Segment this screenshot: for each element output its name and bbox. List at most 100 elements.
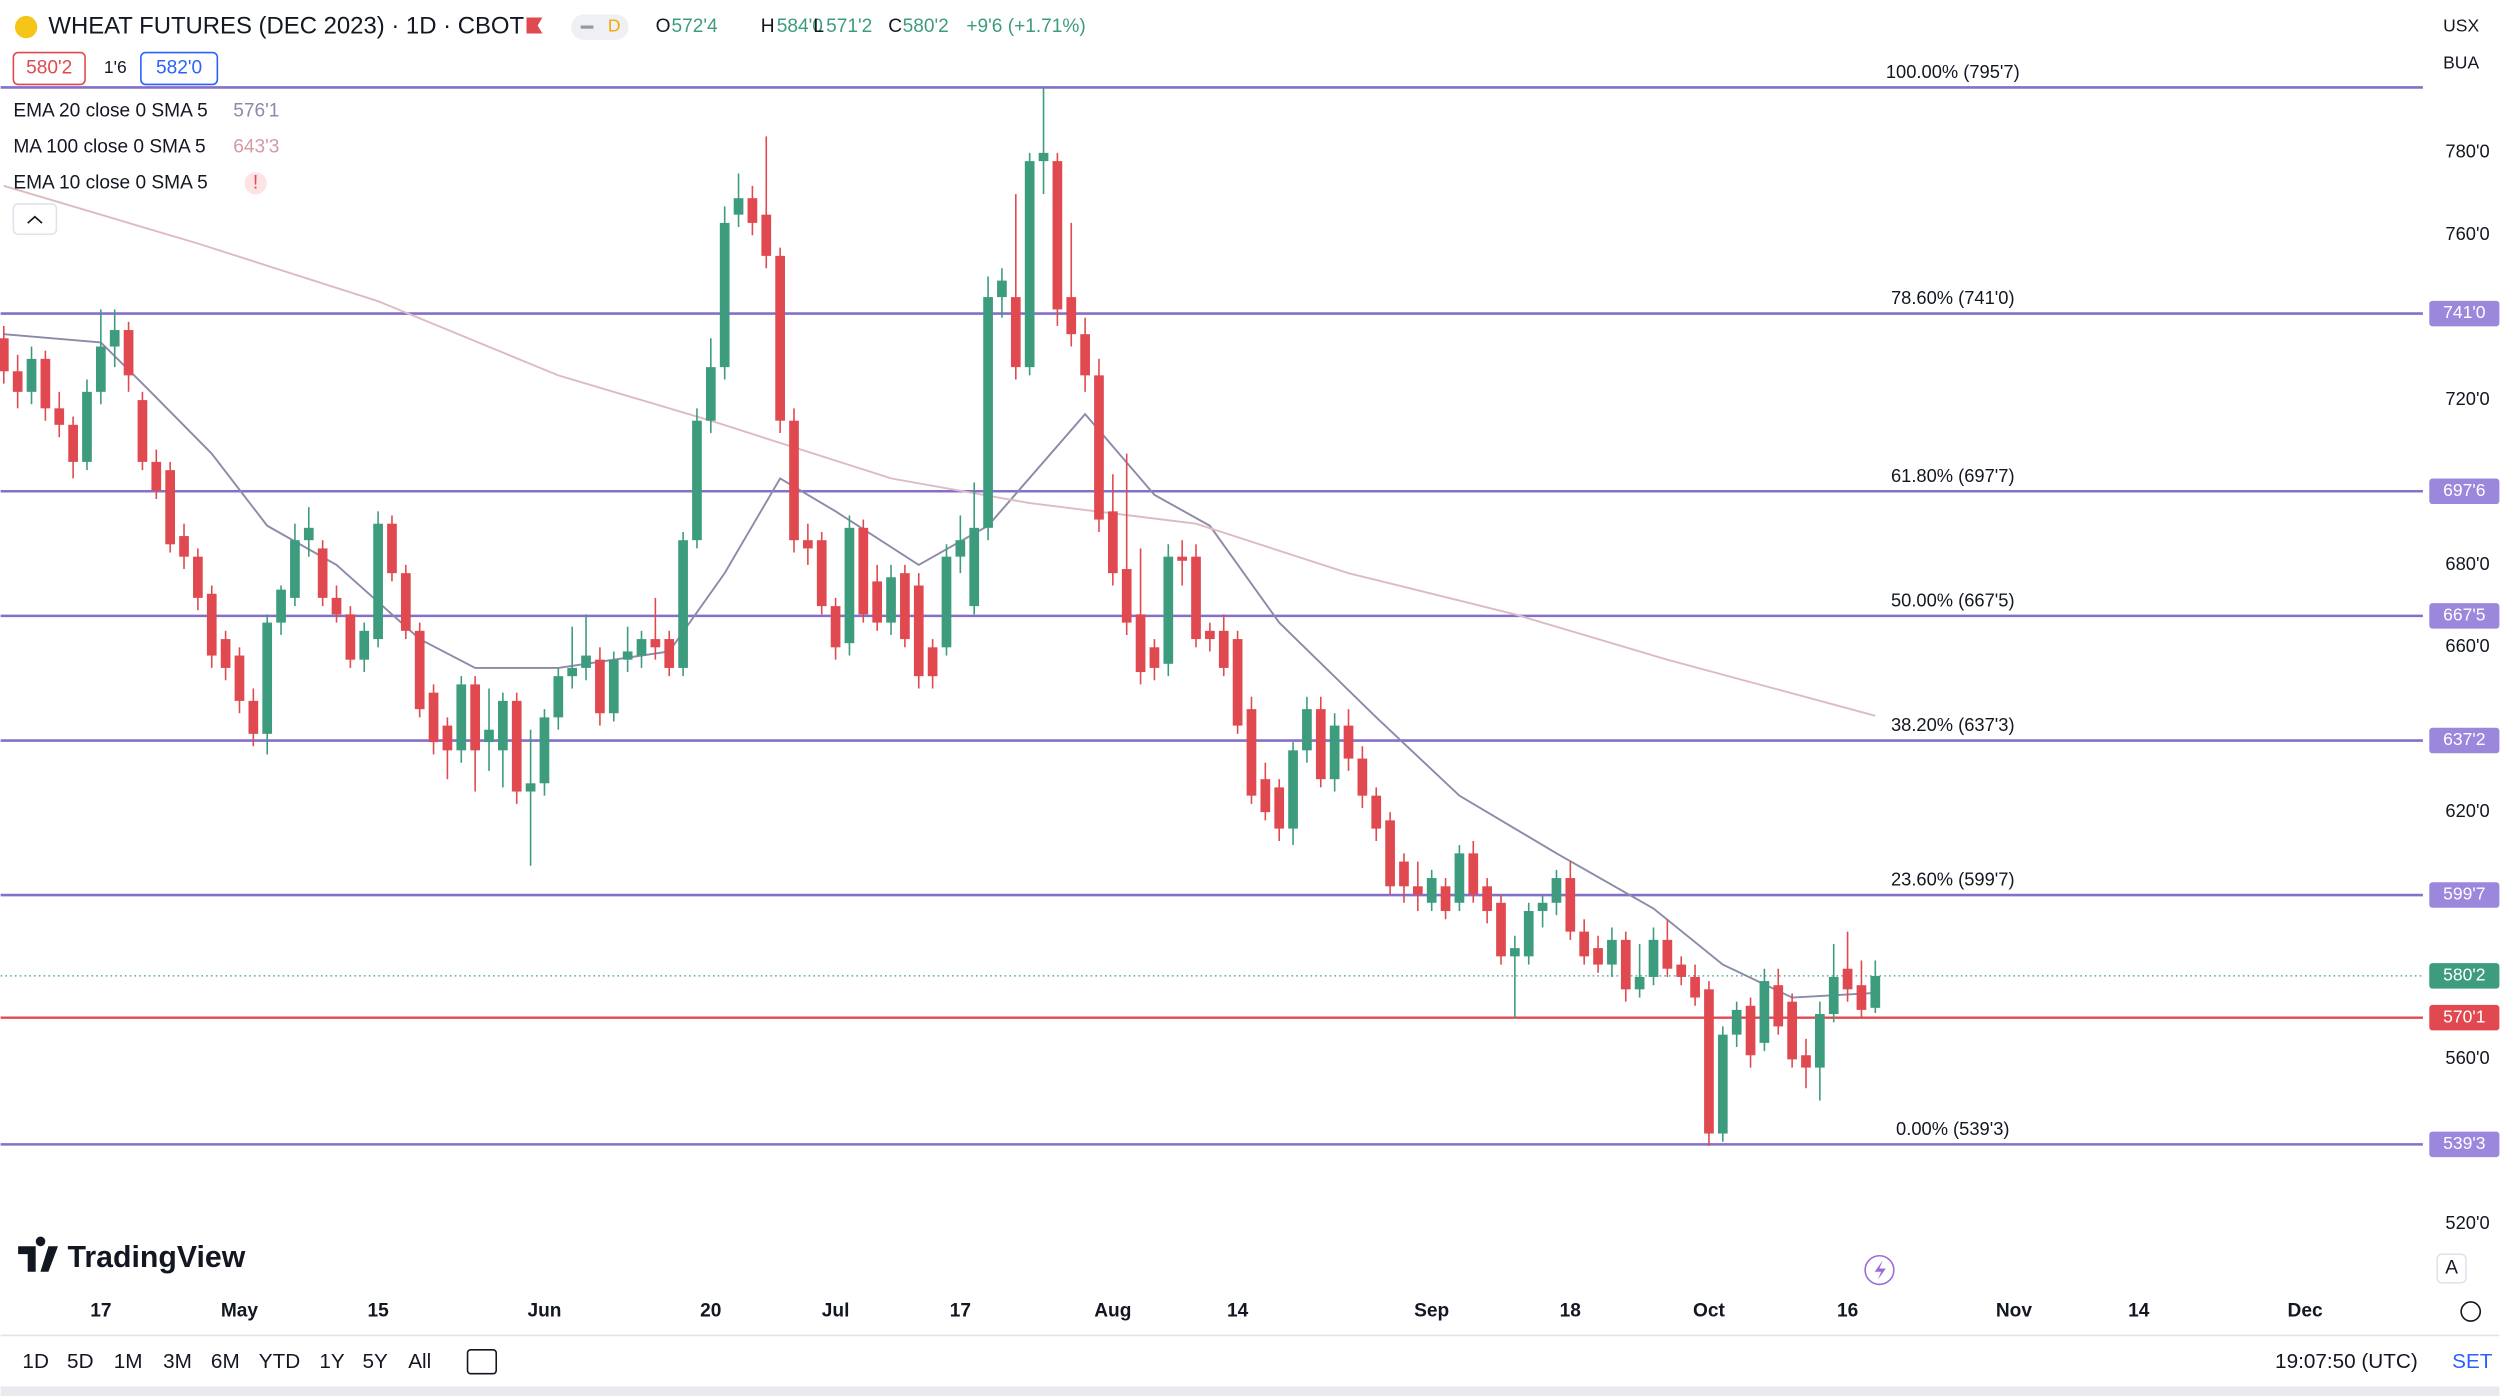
ohlc-key: L [813, 16, 824, 37]
ask: 582'0 [156, 58, 202, 79]
range-button[interactable]: 1M [114, 1350, 143, 1373]
candle-body [525, 783, 536, 792]
flag-icon[interactable] [526, 17, 543, 34]
candle-body [997, 280, 1007, 298]
price-label-box [2429, 963, 2500, 989]
x-tick-label: Jul [822, 1301, 850, 1322]
candle-body [913, 585, 924, 677]
candle-body [220, 639, 231, 668]
indicator-name: EMA 20 close 0 SMA 5 [13, 101, 207, 122]
currency: USX [2443, 16, 2479, 36]
symbol-title: WHEAT FUTURES (DEC 2023) · 1D · CBOT [48, 12, 524, 39]
candle-body [1815, 1014, 1825, 1068]
x-tick-label: Oct [1693, 1301, 1725, 1322]
candle-body [1593, 948, 1603, 965]
candle-body [872, 581, 883, 623]
candle-body [1828, 976, 1839, 1015]
candle-body [1607, 939, 1617, 965]
bid: 580'2 [26, 58, 72, 79]
candle-body [123, 330, 134, 376]
candle-body [12, 371, 23, 392]
settings-icon[interactable] [2460, 1301, 2482, 1322]
axis-label: 741'0 [2443, 302, 2486, 322]
candle-body [262, 622, 273, 734]
candle-body [1385, 820, 1395, 887]
interval-pill[interactable] [571, 14, 629, 40]
candle-body [1537, 902, 1548, 912]
x-tick-label: Nov [1996, 1301, 2032, 1322]
candle-body [193, 556, 203, 598]
candle-body [276, 589, 286, 623]
range-button[interactable]: 5Y [362, 1350, 388, 1373]
candle-body [1510, 948, 1520, 957]
candle-body [109, 330, 120, 347]
y-tick-label: 680'0 [2445, 553, 2489, 574]
y-tick-label: 780'0 [2445, 141, 2489, 162]
candle-body [1357, 758, 1368, 796]
candle-body [1454, 853, 1465, 903]
collapse-button[interactable] [12, 203, 58, 236]
candle-body [1371, 795, 1382, 829]
price-label: 580'2 [2443, 965, 2485, 985]
candle-body [1329, 725, 1340, 780]
candle-body [1205, 630, 1215, 640]
currency-box[interactable] [2432, 11, 2500, 44]
candle-body [1232, 639, 1243, 726]
candle-body [1468, 853, 1479, 895]
axis-label-box [2429, 478, 2500, 505]
calendar-icon[interactable] [466, 1348, 498, 1375]
candle-body [747, 198, 758, 223]
candle-body [1024, 161, 1035, 368]
bid-box[interactable] [12, 51, 86, 86]
range-button[interactable]: 5D [67, 1350, 93, 1373]
axis-label-box [2429, 300, 2500, 327]
candle-body [1121, 569, 1132, 623]
range-toolbar: 1D 5D 1M 3M 6M YTD 1Y 5Y All [22, 1350, 431, 1373]
candle-body [1523, 911, 1534, 957]
range-button[interactable]: 1D [22, 1350, 48, 1373]
settings[interactable]: SET [2452, 1350, 2493, 1373]
candle-body [969, 527, 980, 607]
candle-body [1634, 976, 1645, 990]
y-tick-label: 760'0 [2445, 223, 2489, 244]
candle-body [345, 614, 356, 660]
candle-body [733, 198, 744, 215]
axis-label: 599'7 [2443, 884, 2485, 904]
x-tick-label: 14 [2128, 1301, 2150, 1322]
candle-body [511, 700, 522, 792]
ohlc-legend: O 572'4 H 584'0L 571'2 C 580'2 [656, 16, 949, 37]
candle-body [650, 639, 661, 648]
candle-body [1787, 1001, 1797, 1060]
candle-body [1399, 861, 1409, 887]
candle-body [317, 548, 328, 598]
events-icon [1874, 1260, 1886, 1280]
ask-box[interactable] [140, 51, 219, 86]
candle-body [1579, 931, 1590, 957]
candle-body [248, 700, 259, 734]
candle-body [1343, 725, 1354, 759]
candle-body [1066, 297, 1077, 335]
candle-body [692, 420, 702, 541]
indicators: EMA 20 close 0 SMA 5 576'1 MA 100 close 0 … [13, 101, 279, 195]
clock: 19:07:50 (UTC) [2275, 1350, 2418, 1373]
x-tick-label: Jun [527, 1301, 561, 1322]
range-button[interactable]: 1Y [319, 1350, 345, 1373]
candle-body [567, 667, 578, 677]
candle-body [359, 630, 370, 660]
range-button[interactable]: 6M [211, 1350, 240, 1373]
y-tick-label: 520'0 [2445, 1212, 2489, 1233]
range-button[interactable]: YTD [259, 1350, 300, 1373]
x-tick-label: Dec [2288, 1301, 2323, 1322]
x-tick-label: Aug [1094, 1301, 1131, 1322]
auto-box[interactable] [2436, 1253, 2467, 1284]
range-button[interactable]: All [408, 1350, 431, 1373]
candle-body [303, 527, 314, 541]
axis-label: 697'6 [2443, 480, 2485, 500]
range-button[interactable]: 3M [163, 1350, 192, 1373]
candle-body [900, 573, 910, 640]
candle-body [1731, 1009, 1742, 1035]
unit-box[interactable] [2432, 47, 2500, 80]
candle-body [927, 647, 938, 677]
fib-label: 50.00% (667'5) [1891, 589, 2015, 610]
